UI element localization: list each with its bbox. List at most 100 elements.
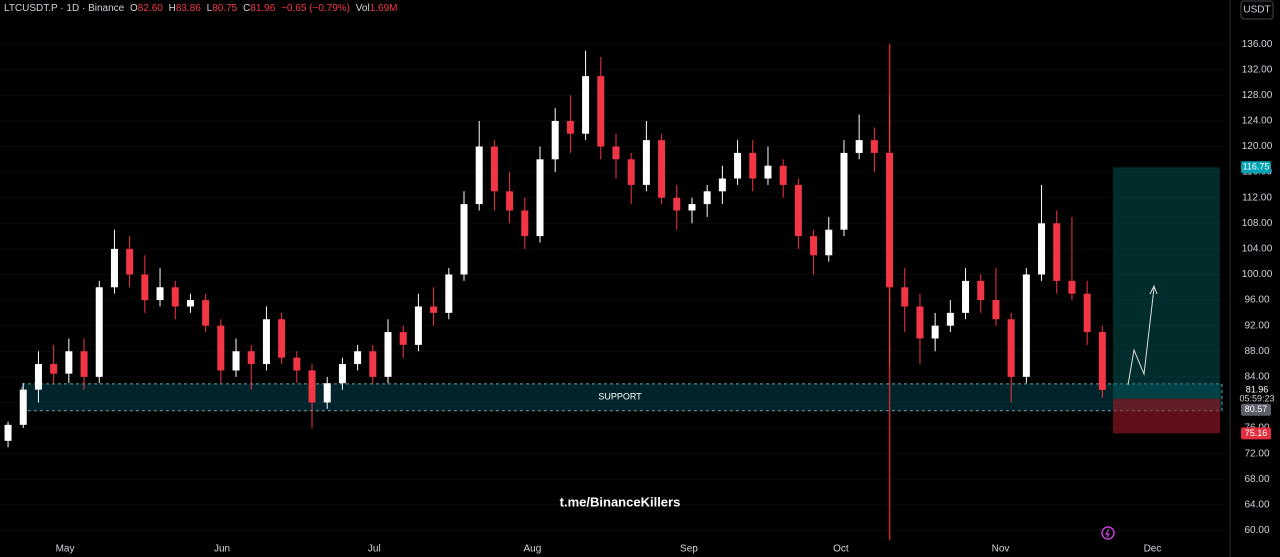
entry-price-box (1241, 403, 1271, 416)
target-price: 116.75 (1243, 162, 1270, 172)
close: 81.96 (250, 3, 275, 14)
volume: 1.69M (370, 3, 398, 14)
stop-price-box (1241, 427, 1271, 440)
candle-body (521, 210, 529, 237)
candle-body (673, 197, 681, 211)
candle-body (688, 204, 696, 211)
x-tick-label: Oct (833, 544, 849, 555)
candle-body (946, 312, 954, 326)
support-label: SUPPORT (598, 392, 642, 402)
candle-body (19, 389, 27, 425)
candles (4, 50, 1106, 448)
candle-body (278, 319, 286, 358)
y-tick-label: 60.00 (1244, 525, 1269, 536)
change: −0.65 (−0.79%) (281, 3, 350, 14)
x-tick-label: Nov (992, 544, 1010, 555)
target-zone (1113, 167, 1220, 399)
x-tick-label: Jun (214, 544, 230, 555)
projection-arrow (1127, 287, 1155, 386)
entry-price: 80.57 (1245, 404, 1268, 414)
candle-body (110, 248, 118, 288)
high: 83.86 (176, 3, 201, 14)
y-tick-label: 100.00 (1242, 269, 1273, 280)
currency: USDT (1243, 5, 1270, 16)
candle-body (217, 325, 225, 371)
candle-body (779, 165, 787, 185)
x-tick-label: Dec (1144, 544, 1162, 555)
candle-body (855, 140, 863, 153)
candle-body (658, 140, 666, 198)
candle-body (566, 120, 574, 134)
candle-body (126, 248, 134, 275)
x-tick-label: Jul (368, 544, 381, 555)
alert-icon[interactable] (1101, 526, 1115, 540)
candle-body (262, 319, 270, 365)
y-tick-label: 108.00 (1242, 218, 1273, 229)
candle-body (506, 191, 514, 211)
candle-body (384, 332, 392, 377)
candle-body (1022, 274, 1030, 377)
y-tick-label: 120.00 (1242, 141, 1273, 152)
candle-body (718, 178, 726, 192)
candle-body (338, 364, 346, 384)
candle-body (202, 300, 210, 326)
candle-body (612, 146, 620, 160)
candle-body (901, 287, 909, 307)
stop-zone (1113, 398, 1220, 434)
target-price-box (1241, 161, 1271, 174)
candle-body (369, 351, 377, 377)
close-label: C (243, 3, 250, 14)
price-axis: 60.0064.0068.0072.0076.0080.0084.0088.00… (56, 39, 1273, 555)
candle-body (703, 191, 711, 205)
currency-button[interactable] (1240, 0, 1274, 20)
candle-body (536, 159, 544, 237)
header: LTCUSDT.P · 1D · Binance O82.60 H83.86 L… (4, 3, 398, 14)
candle-body (825, 229, 833, 256)
candle-body (95, 287, 103, 377)
y-tick-label: 124.00 (1242, 116, 1273, 127)
candle-body (65, 351, 73, 374)
y-tick-label: 88.00 (1244, 346, 1269, 357)
candle-body (1083, 293, 1091, 333)
candle-body (962, 280, 970, 313)
y-tick-label: 128.00 (1242, 90, 1273, 101)
y-tick-label: 104.00 (1242, 244, 1273, 255)
high-label: H (169, 3, 176, 14)
candle-body (810, 236, 818, 256)
candle-body (141, 274, 149, 301)
candle-body (247, 351, 255, 365)
candle-body (1038, 223, 1046, 275)
candle-body (931, 325, 939, 339)
y-tick-label: 64.00 (1244, 499, 1269, 510)
candle-body (597, 76, 605, 147)
y-tick-label: 68.00 (1244, 474, 1269, 485)
y-tick-label: 112.00 (1242, 192, 1272, 203)
candle-body (870, 140, 878, 153)
candle-body (293, 357, 301, 371)
candle-body (551, 120, 559, 160)
alert-bolt (1104, 528, 1111, 538)
y-tick-label: 84.00 (1244, 371, 1269, 382)
arrow-head (1149, 284, 1158, 295)
candle-body (794, 184, 802, 237)
candle-body (764, 165, 772, 179)
candle-body (642, 140, 650, 185)
candle-body (475, 146, 483, 205)
y-tick-label: 92.00 (1244, 320, 1269, 331)
low-label: L (207, 3, 213, 14)
open: 82.60 (138, 3, 163, 14)
candle-body (50, 364, 58, 374)
symbol: LTCUSDT.P · 1D · Binance (4, 3, 125, 14)
last-price: 81.96 (1246, 384, 1269, 394)
candle-body (414, 306, 422, 345)
candle-body (490, 146, 498, 192)
candle-body (1053, 223, 1061, 281)
volume-label: Vol (356, 3, 370, 14)
stop-price: 75.16 (1245, 428, 1268, 438)
y-tick-label: 136.00 (1242, 39, 1273, 50)
candle-body (4, 424, 12, 441)
candle-body (734, 152, 742, 179)
candle-body (430, 306, 438, 313)
